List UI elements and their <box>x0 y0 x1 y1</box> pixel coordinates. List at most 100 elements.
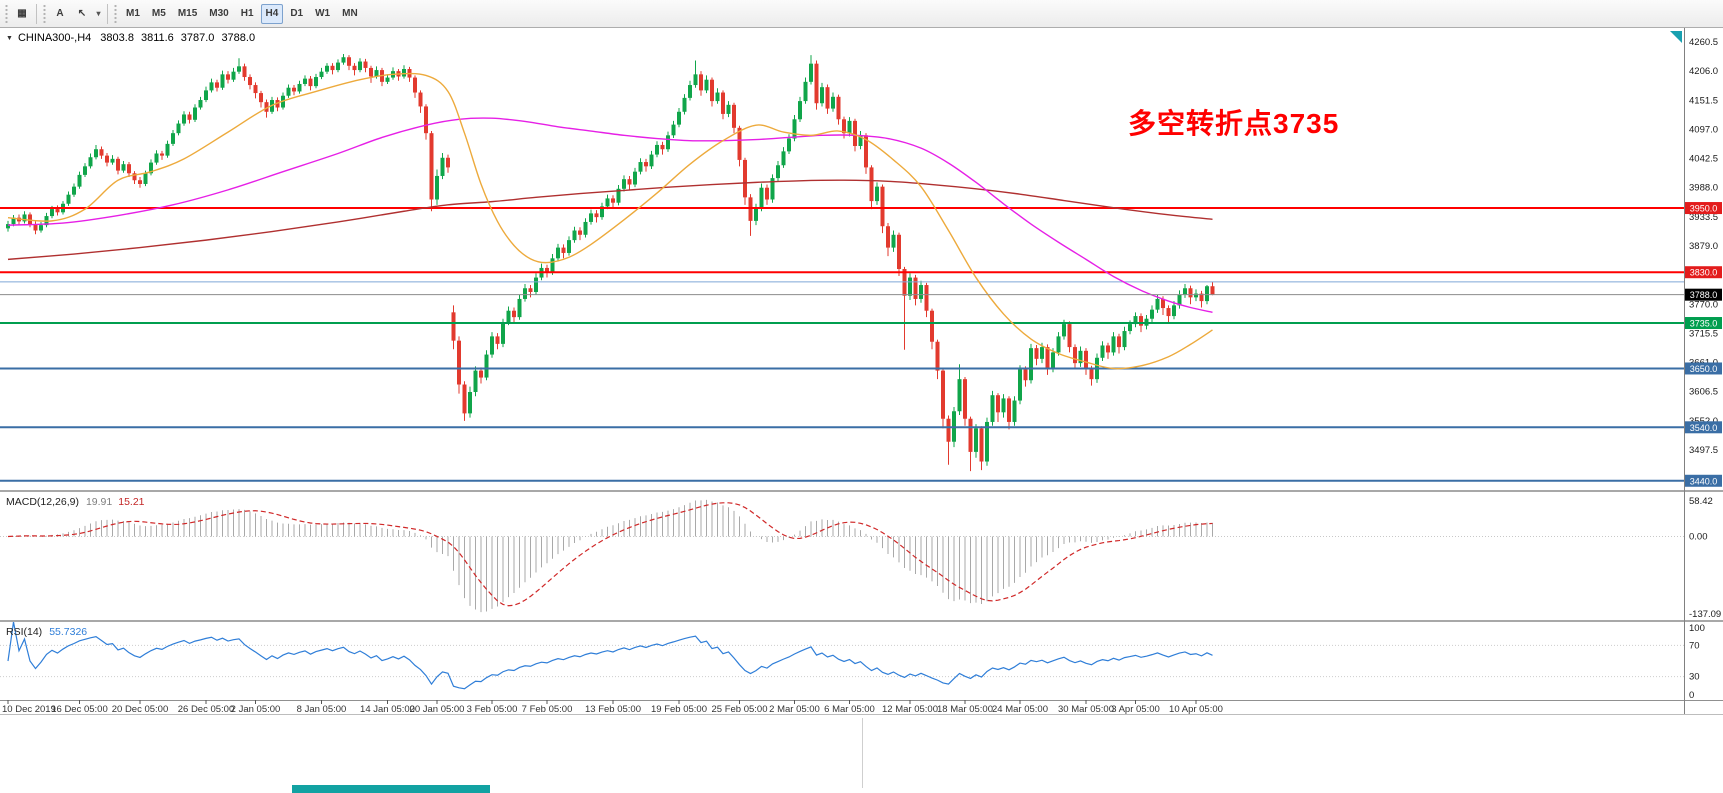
annotation-text[interactable]: 多空转折点3735 <box>1128 108 1340 139</box>
svg-text:30 Mar 05:00: 30 Mar 05:00 <box>1058 704 1114 715</box>
toolbar-tools: ▦ A ↖ ▾ <box>2 3 120 24</box>
svg-text:4042.5: 4042.5 <box>1689 154 1718 165</box>
svg-text:7 Feb 05:00: 7 Feb 05:00 <box>522 704 573 715</box>
svg-text:3770.0: 3770.0 <box>1689 299 1718 310</box>
chevron-down-icon[interactable]: ▼ <box>6 34 13 42</box>
svg-text:3497.5: 3497.5 <box>1689 445 1718 456</box>
svg-text:70: 70 <box>1689 640 1700 651</box>
macd-indicator-label: MACD(12,26,9) 19.91 15.21 <box>6 496 145 508</box>
macd-main-value: 19.91 <box>85 496 113 508</box>
svg-text:30: 30 <box>1689 672 1700 683</box>
svg-text:3788.0: 3788.0 <box>1690 290 1718 300</box>
svg-text:4206.0: 4206.0 <box>1689 66 1718 77</box>
rsi-line <box>7 621 1213 690</box>
svg-text:3650.0: 3650.0 <box>1690 364 1718 374</box>
chart-window-button[interactable]: ▦ <box>12 4 32 24</box>
svg-text:2 Jan 05:00: 2 Jan 05:00 <box>231 704 281 715</box>
ma-fast-line <box>7 72 1213 370</box>
svg-text:0.00: 0.00 <box>1689 531 1708 542</box>
chart-title: ▼ CHINA300-,H4 3803.8 3811.6 3787.0 3788… <box>6 32 262 44</box>
svg-text:18 Mar 05:00: 18 Mar 05:00 <box>937 704 993 715</box>
chart-corner-marker-icon <box>1670 31 1682 43</box>
toolbar-grip[interactable] <box>42 4 47 23</box>
macd-signal-line <box>7 502 1213 607</box>
toolbar-grip[interactable] <box>113 4 118 23</box>
toolbar: ▦ A ↖ ▾ M1 M5 M15 M30 H1 H4 D1 W1 MN <box>0 0 1723 28</box>
horizontal-lines[interactable] <box>0 207 1684 482</box>
svg-text:3606.5: 3606.5 <box>1689 387 1718 398</box>
svg-text:2 Mar 05:00: 2 Mar 05:00 <box>769 704 820 715</box>
svg-text:3 Feb 05:00: 3 Feb 05:00 <box>467 704 518 715</box>
svg-text:8 Jan 05:00: 8 Jan 05:00 <box>297 704 347 715</box>
timeframe-m15[interactable]: M15 <box>173 4 202 24</box>
svg-text:3440.0: 3440.0 <box>1690 476 1718 486</box>
svg-text:3735.0: 3735.0 <box>1690 319 1718 329</box>
svg-text:6 Mar 05:00: 6 Mar 05:00 <box>824 704 875 715</box>
svg-text:4151.5: 4151.5 <box>1689 95 1718 106</box>
price-badges: 3950.0 3830.0 3735.0 3650.0 3540.0 3440.0 3788… <box>1685 202 1722 487</box>
svg-text:12 Mar 05:00: 12 Mar 05:00 <box>882 704 938 715</box>
timeframe-mn[interactable]: MN <box>337 4 363 24</box>
rsi-panel <box>0 621 1684 690</box>
candlesticks <box>6 54 1215 472</box>
ma-slow-line <box>7 179 1213 261</box>
tools-dropdown-caret[interactable]: ▾ <box>94 4 103 24</box>
svg-text:3950.0: 3950.0 <box>1690 204 1718 214</box>
svg-text:26 Dec 05:00: 26 Dec 05:00 <box>178 704 235 715</box>
timeframe-buttons: M1 M5 M15 M30 H1 H4 D1 W1 MN <box>120 3 364 24</box>
svg-text:100: 100 <box>1689 623 1705 634</box>
svg-text:3879.0: 3879.0 <box>1689 241 1718 252</box>
timeframe-h1[interactable]: H1 <box>236 4 259 24</box>
svg-text:4260.5: 4260.5 <box>1689 37 1718 48</box>
macd-name: MACD(12,26,9) <box>6 496 79 508</box>
svg-text:20 Dec 05:00: 20 Dec 05:00 <box>112 704 169 715</box>
svg-text:14 Jan 05:00: 14 Jan 05:00 <box>360 704 415 715</box>
quote-high: 3811.6 <box>140 32 174 44</box>
svg-text:3933.5: 3933.5 <box>1689 212 1718 223</box>
quote-close: 3788.0 <box>221 32 256 44</box>
cursor-tool-button[interactable]: ↖ <box>72 4 92 24</box>
svg-text:10 Apr 05:00: 10 Apr 05:00 <box>1169 704 1223 715</box>
svg-text:13 Feb 05:00: 13 Feb 05:00 <box>585 704 641 715</box>
toolbar-separator <box>107 3 108 24</box>
svg-text:-137.09: -137.09 <box>1689 609 1721 620</box>
bottom-teal-bar <box>292 785 490 793</box>
chart-background <box>0 28 1723 793</box>
svg-text:3715.5: 3715.5 <box>1689 328 1718 339</box>
toolbar-grip[interactable] <box>4 4 9 23</box>
macd-signal-value: 15.21 <box>118 496 145 508</box>
svg-text:16 Dec 05:00: 16 Dec 05:00 <box>51 704 108 715</box>
panel-divider-rsi[interactable] <box>0 620 1723 622</box>
panel-divider-macd[interactable] <box>0 490 1723 492</box>
svg-text:19 Feb 05:00: 19 Feb 05:00 <box>651 704 707 715</box>
svg-text:3988.0: 3988.0 <box>1689 183 1718 194</box>
text-annotation-button[interactable]: A <box>50 4 70 24</box>
svg-text:0: 0 <box>1689 690 1694 701</box>
rsi-indicator-label: RSI(14) 55.7326 <box>6 626 87 638</box>
svg-text:3 Apr 05:00: 3 Apr 05:00 <box>1111 704 1160 715</box>
svg-text:24 Mar 05:00: 24 Mar 05:00 <box>992 704 1048 715</box>
svg-text:58.42: 58.42 <box>1689 496 1713 507</box>
macd-panel <box>0 499 1684 613</box>
rsi-value: 55.7326 <box>49 626 88 638</box>
quote-open: 3803.8 <box>100 32 134 44</box>
timeframe-m1[interactable]: M1 <box>121 4 145 24</box>
quote-low: 3787.0 <box>180 32 215 44</box>
svg-text:25 Feb 05:00: 25 Feb 05:00 <box>712 704 768 715</box>
timeframe-w1[interactable]: W1 <box>310 4 335 24</box>
moving-averages <box>7 72 1213 370</box>
timeframe-d1[interactable]: D1 <box>285 4 308 24</box>
price-chart[interactable]: 4260.5 4206.0 4151.5 4097.0 4042.5 3988.0 3933… <box>0 28 1723 793</box>
timeframe-m5[interactable]: M5 <box>147 4 171 24</box>
svg-text:3540.0: 3540.0 <box>1690 423 1718 433</box>
svg-text:10 Dec 2019: 10 Dec 2019 <box>2 704 56 715</box>
svg-text:3830.0: 3830.0 <box>1690 268 1718 278</box>
timeframe-h4[interactable]: H4 <box>260 3 284 24</box>
timeframe-m30[interactable]: M30 <box>204 4 233 24</box>
rsi-name: RSI(14) <box>6 626 43 638</box>
symbol-period-label: CHINA300-,H4 <box>17 32 92 44</box>
svg-text:20 Jan 05:00: 20 Jan 05:00 <box>410 704 465 715</box>
toolbar-separator <box>36 3 37 24</box>
